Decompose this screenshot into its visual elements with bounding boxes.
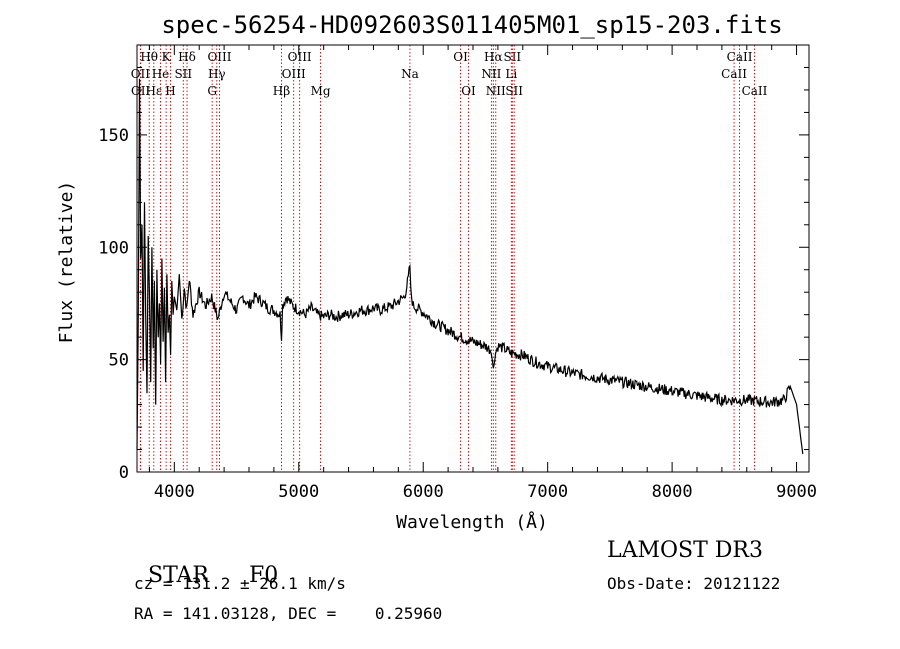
x-axis-label: Wavelength (Å): [396, 511, 548, 533]
spectral-line-label: NII: [486, 84, 506, 98]
redshift-text: cz = 131.2 ± 26.1 km/s: [134, 574, 346, 593]
spectral-line-label: OI: [461, 84, 476, 98]
spectral-line-label: Hδ: [178, 50, 196, 64]
spectral-line-label: OII: [131, 84, 151, 98]
spectral-line-label: Hα: [484, 50, 503, 64]
x-tick-label: 8000: [652, 482, 693, 502]
spectral-line-label: CaII: [727, 50, 753, 64]
spectral-line-label: H: [165, 84, 175, 98]
chart-title: spec-56254-HD092603S011405M01_sp15-203.f…: [161, 11, 782, 39]
y-tick-label: 0: [119, 463, 129, 483]
y-tick-label: 100: [98, 238, 129, 258]
y-tick-label: 150: [98, 126, 129, 146]
spectral-line-label: Mg: [311, 84, 331, 98]
spectral-line-label: SII: [174, 67, 192, 81]
spectral-line-label: NII: [481, 67, 501, 81]
y-axis-label: Flux (relative): [56, 181, 77, 344]
spectral-line-label: Hθ: [140, 50, 158, 64]
spectrum-series-line: [136, 78, 804, 455]
object-class: STAR: [148, 563, 209, 588]
spectral-line-label: CaII: [742, 84, 768, 98]
object-subclass: F0: [249, 563, 279, 588]
x-tick-label: 4000: [154, 482, 195, 502]
x-tick-label: 9000: [776, 482, 817, 502]
spectral-line-label: G: [207, 84, 217, 98]
spectral-line-label: SII: [503, 50, 521, 64]
object-class-line: STAR F0: [134, 538, 278, 588]
spectral-line-label: Na: [401, 67, 419, 81]
spectral-line-label: SII: [505, 84, 523, 98]
spectral-line-label: OI: [453, 50, 468, 64]
spectral-line-label: CaII: [721, 67, 747, 81]
x-tick-label: 5000: [278, 482, 319, 502]
axes: 4000 5000 6000 7000 8000 9000 0 50 100 150: [98, 44, 817, 502]
spectral-line-label: OIII: [282, 67, 306, 81]
spectral-line-label: Hβ: [273, 84, 290, 98]
spectral-line-label: OIII: [288, 50, 312, 64]
coordinates-text: RA = 141.03128, DEC = 0.25960: [134, 604, 443, 623]
survey-name: LAMOST DR3: [607, 538, 763, 563]
spectral-line-label: He: [152, 67, 170, 81]
spectral-line-label: Hγ: [208, 67, 226, 81]
plot-frame: [136, 44, 810, 473]
spectral-line-label: Li: [505, 67, 517, 81]
spectral-line-label: OIII: [207, 50, 231, 64]
observation-date: Obs-Date: 20121122: [607, 574, 781, 593]
x-tick-label: 6000: [403, 482, 444, 502]
x-tick-label: 7000: [527, 482, 568, 502]
spectral-line-label: K: [162, 50, 172, 64]
y-tick-label: 50: [109, 351, 129, 371]
spectral-line-label: Hε: [145, 84, 162, 98]
